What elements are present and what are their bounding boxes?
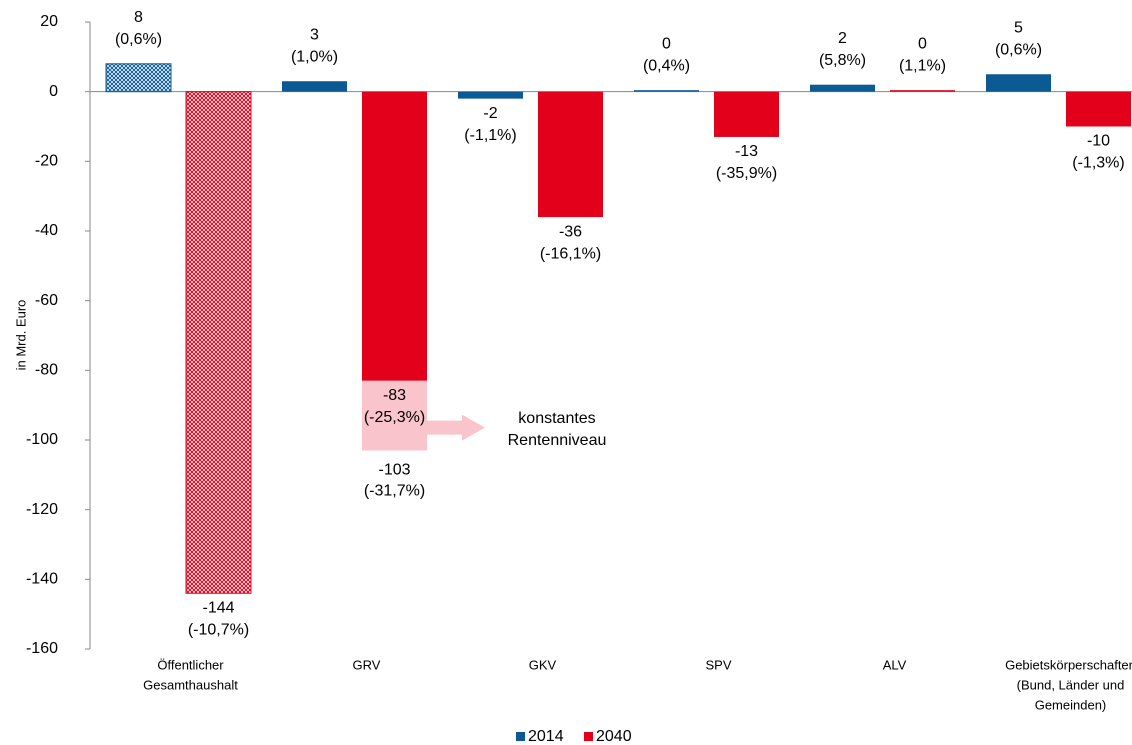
y-tick-label: -20 xyxy=(35,153,58,170)
value-label: -2 xyxy=(483,105,497,122)
scenario-annotation: Rentenniveau xyxy=(508,432,607,449)
scenario-annotation: konstantes xyxy=(518,410,595,427)
share-label: (1,1%) xyxy=(899,57,946,74)
bar xyxy=(105,63,172,93)
bar xyxy=(1066,91,1131,127)
share-label: (-25,3%) xyxy=(364,409,425,426)
bar xyxy=(634,90,699,92)
share-label: (-35,9%) xyxy=(716,165,777,182)
x-tick-label: SPV xyxy=(705,657,731,672)
y-tick-label: -60 xyxy=(35,292,58,309)
x-tick-label: GKV xyxy=(529,657,557,672)
y-tick-label: -140 xyxy=(26,571,58,588)
value-label: 3 xyxy=(310,26,319,43)
y-axis-label: in Mrd. Euro xyxy=(13,300,28,371)
bar xyxy=(362,91,427,381)
y-tick-label: 20 xyxy=(40,13,58,30)
bar xyxy=(810,84,875,92)
legend-label: 2014 xyxy=(528,728,564,745)
y-tick-label: -160 xyxy=(26,640,58,657)
share-label: (1,0%) xyxy=(291,48,338,65)
x-tick-label: Gebietskörperschaften xyxy=(1005,657,1132,672)
legend-swatch xyxy=(584,732,593,741)
value-label: 5 xyxy=(1014,19,1023,36)
share-label: (0,6%) xyxy=(995,41,1042,58)
bar xyxy=(458,91,523,99)
x-tick-label: GRV xyxy=(353,657,381,672)
value-label: -83 xyxy=(383,387,406,404)
share-label: (-10,7%) xyxy=(188,621,249,638)
bar xyxy=(714,91,779,137)
scenario-value-label: -103 xyxy=(378,462,410,479)
y-tick-label: -80 xyxy=(35,362,58,379)
x-tick-label: ALV xyxy=(883,657,907,672)
scenario-bar xyxy=(362,380,427,451)
value-label: 0 xyxy=(662,35,671,52)
y-tick-label: -100 xyxy=(26,431,58,448)
share-label: (0,4%) xyxy=(643,57,690,74)
value-label: -13 xyxy=(735,143,758,160)
value-label: -36 xyxy=(559,223,582,240)
value-label: -144 xyxy=(202,599,234,616)
bar xyxy=(282,81,347,92)
bar xyxy=(890,90,955,92)
x-tick-label: Gesamthaushalt xyxy=(143,677,238,692)
share-label: (-16,1%) xyxy=(540,245,601,262)
bar xyxy=(185,91,252,594)
share-label: (-1,1%) xyxy=(464,127,516,144)
y-tick-label: 0 xyxy=(49,83,58,100)
x-tick-label: (Bund, Länder und xyxy=(1017,677,1125,692)
share-label: (0,6%) xyxy=(115,31,162,48)
value-label: 0 xyxy=(918,35,927,52)
y-tick-label: -120 xyxy=(26,501,58,518)
share-label: (-1,3%) xyxy=(1072,155,1124,172)
x-tick-label: Gemeinden) xyxy=(1035,697,1107,712)
legend-label: 2040 xyxy=(596,728,632,745)
y-tick-label: -40 xyxy=(35,222,58,239)
bar xyxy=(986,74,1051,92)
bar xyxy=(538,91,603,218)
x-tick-label: Öffentlicher xyxy=(157,657,224,672)
value-label: 2 xyxy=(838,30,847,47)
value-label: 8 xyxy=(134,9,143,26)
share-label: (5,8%) xyxy=(819,52,866,69)
value-label: -10 xyxy=(1087,133,1110,150)
legend-swatch xyxy=(516,732,525,741)
scenario-share-label: (-31,7%) xyxy=(364,483,425,500)
scenario-arrow xyxy=(422,414,485,441)
